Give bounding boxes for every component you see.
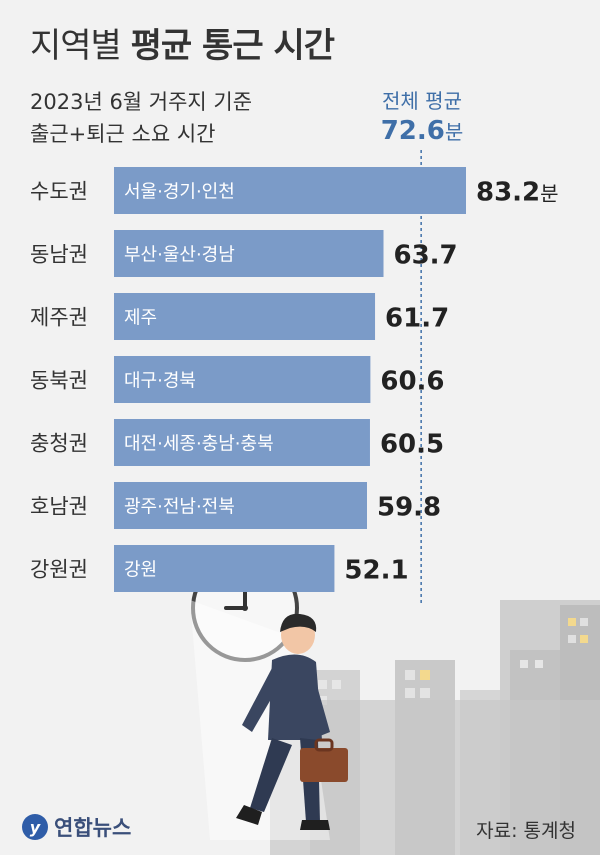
average-annotation: 전체 평균 72.6분 — [352, 86, 492, 147]
value-label: 61.7 — [385, 304, 449, 334]
average-value-row: 72.6분 — [352, 116, 492, 147]
average-value: 72.6 — [380, 116, 445, 146]
bar — [114, 356, 371, 403]
bar — [114, 293, 376, 340]
average-label: 전체 평균 — [382, 89, 462, 113]
region-label: 충청권 — [30, 432, 88, 456]
publisher-logo: y 연합뉴스 — [22, 812, 131, 842]
title-bold: 평균 통근 시간 — [130, 26, 335, 66]
subregion-label: 부산·울산·경남 — [124, 245, 235, 266]
subregion-label: 대전·세종·충남·충북 — [124, 434, 274, 455]
commuter-illustration — [190, 554, 600, 855]
value-label: 83.2분 — [476, 178, 559, 208]
region-label: 호남권 — [30, 495, 88, 519]
bar — [114, 230, 384, 277]
title-light: 지역별 — [30, 26, 122, 66]
city-skyline — [270, 600, 600, 855]
value-label: 59.8 — [377, 493, 441, 523]
chart-title: 지역별 평균 통근 시간 — [30, 18, 335, 67]
region-label: 제주권 — [30, 306, 88, 330]
chart-subtitle: 2023년 6월 거주지 기준 출근+퇴근 소요 시간 — [30, 86, 252, 150]
bar — [114, 482, 367, 529]
region-label: 강원권 — [30, 558, 88, 582]
subtitle-line-2: 출근+퇴근 소요 시간 — [30, 122, 216, 146]
subregion-label: 대구·경북 — [124, 371, 196, 392]
subregion-label: 강원 — [124, 560, 157, 581]
value-label: 60.5 — [380, 430, 444, 460]
value-label: 52.1 — [344, 556, 408, 586]
subregion-label: 제주 — [124, 308, 157, 329]
region-label: 동남권 — [30, 243, 88, 267]
bar — [114, 545, 335, 592]
logo-mark-icon: y — [22, 814, 48, 840]
value-unit: 분 — [540, 182, 558, 206]
subtitle-line-1: 2023년 6월 거주지 기준 — [30, 90, 253, 114]
bar — [114, 419, 370, 466]
subregion-label: 광주·전남·전북 — [124, 497, 235, 518]
source-note: 자료: 통계청 — [476, 820, 576, 842]
commuter-figure — [236, 613, 348, 830]
value-label: 60.6 — [380, 367, 444, 397]
region-label: 동북권 — [30, 369, 88, 393]
bar — [114, 167, 466, 214]
value-label: 63.7 — [394, 241, 458, 271]
logo-text: 연합뉴스 — [54, 816, 132, 840]
subregion-label: 서울·경기·인천 — [124, 182, 235, 203]
average-unit: 분 — [444, 120, 464, 144]
region-label: 수도권 — [30, 180, 88, 204]
